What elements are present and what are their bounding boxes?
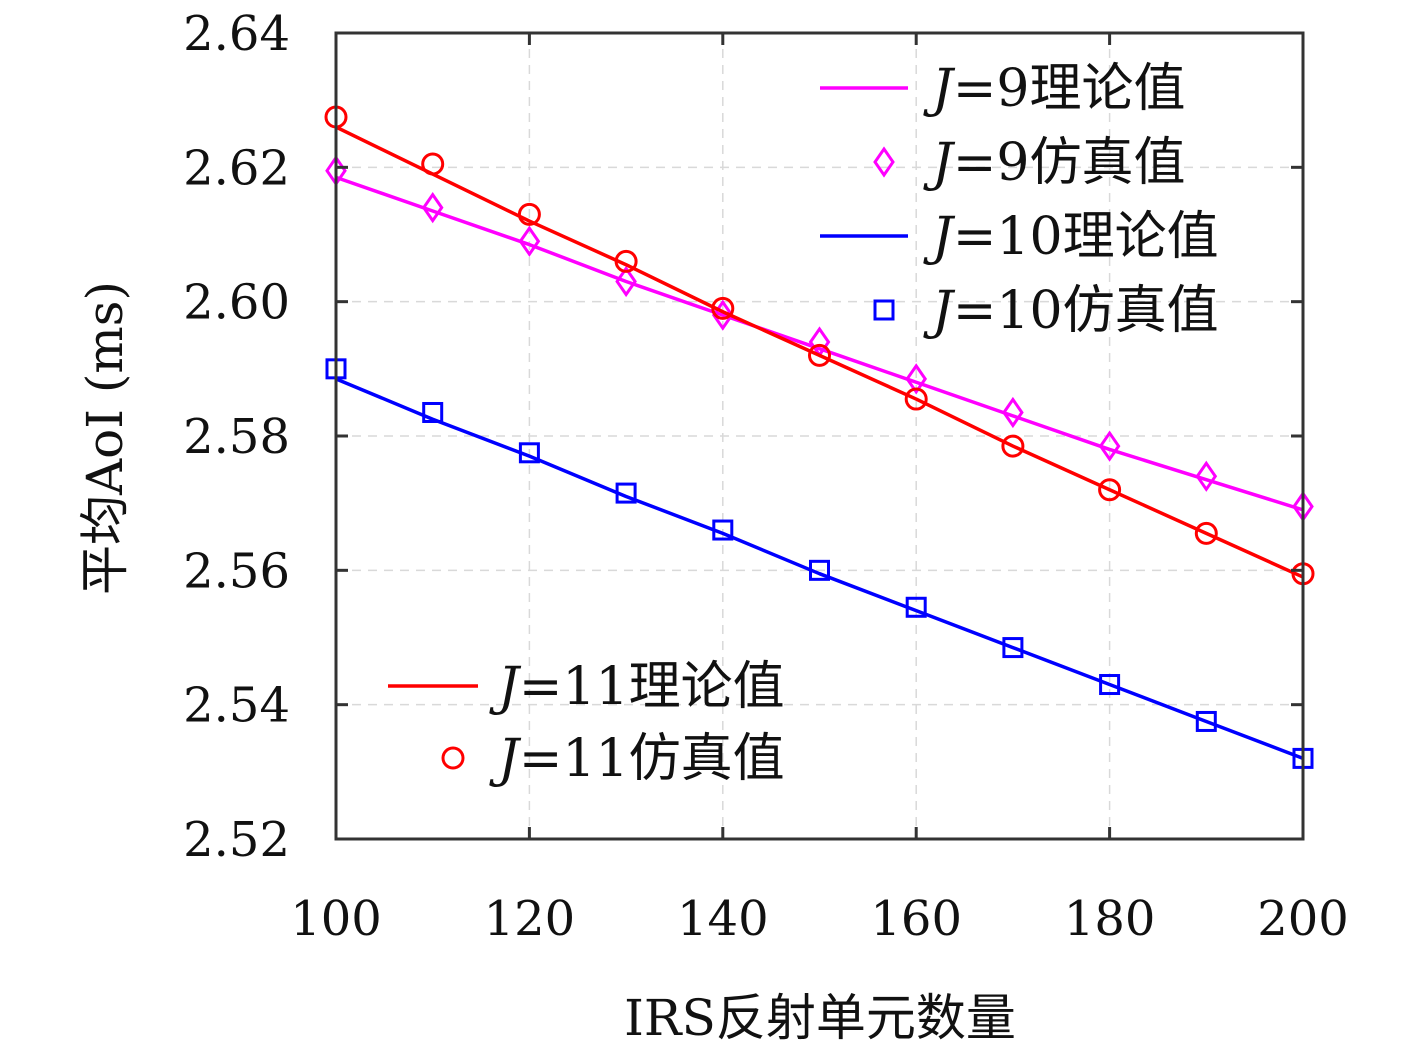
data-point-circle-5 — [808, 343, 831, 367]
data-point-diamond-1 — [1098, 430, 1121, 462]
legend-label: J=11理论值 — [489, 657, 785, 717]
legend-label: J=9理论值 — [923, 59, 1186, 119]
series-layer — [324, 105, 1315, 769]
data-point-square-3 — [1195, 710, 1217, 732]
data-point-diamond-1 — [1195, 460, 1218, 492]
data-point-square-3 — [712, 519, 734, 541]
data-point-diamond-1 — [518, 225, 541, 257]
y-tick-label: 2.54 — [183, 678, 290, 734]
y-tick-label: 2.52 — [183, 812, 290, 868]
y-tick-label: 2.64 — [183, 6, 290, 62]
legend-label: J=10理论值 — [923, 207, 1219, 267]
x-tick-label: 140 — [677, 891, 769, 947]
data-point-square-3 — [809, 559, 830, 581]
y-tick-label: 2.56 — [183, 543, 290, 599]
data-point-diamond-1 — [905, 363, 928, 395]
legend-marker-sample — [873, 146, 895, 178]
data-point-square-3 — [1099, 674, 1121, 696]
data-point-circle-5 — [614, 249, 638, 273]
data-point-circle-5 — [1194, 521, 1218, 545]
data-point-circle-5 — [517, 202, 541, 226]
legend-bottom-left: J=11理论值 J=11仿真值 — [388, 657, 785, 789]
data-point-square-3 — [1002, 637, 1024, 659]
data-point-diamond-1 — [615, 265, 637, 298]
data-point-circle-5 — [904, 387, 928, 411]
y-tick-label: 2.62 — [183, 140, 290, 196]
data-point-circle-5 — [421, 152, 445, 176]
data-point-diamond-1 — [421, 191, 444, 224]
data-point-square-3 — [615, 482, 637, 504]
x-tick-label: 200 — [1257, 891, 1349, 947]
data-point-square-3 — [905, 596, 927, 618]
legend-label: J=11仿真值 — [489, 729, 785, 789]
data-point-diamond-1 — [1002, 396, 1024, 429]
data-point-circle-5 — [1098, 478, 1122, 502]
x-tick-label: 160 — [870, 891, 962, 947]
x-axis-label: IRS反射单元数量 — [624, 989, 1016, 1047]
data-point-circle-5 — [1001, 434, 1025, 458]
data-point-circle-5 — [711, 296, 735, 320]
legend-top-right: J=9理论值 J=9仿真值 J=10理论值 J=10仿真值 — [820, 59, 1219, 341]
x-tick-label: 100 — [290, 891, 382, 947]
series-line-2 — [335, 377, 1304, 761]
legend-layer: J=9理论值 J=9仿真值 J=10理论值 J=10仿真值 J=11理论值 J=11仿真值 — [388, 59, 1219, 789]
series-line-4 — [335, 125, 1304, 579]
legend-label: J=9仿真值 — [923, 133, 1186, 193]
series-line-0 — [335, 175, 1304, 512]
y-axis-label: 平均AoI (ms) — [76, 281, 134, 595]
x-tick-label: 180 — [1064, 891, 1156, 947]
legend-marker-sample — [441, 746, 465, 770]
data-point-square-3 — [422, 401, 444, 423]
legend-marker-sample — [873, 299, 895, 321]
data-point-square-3 — [518, 442, 540, 464]
axes-layer: 100 120 140 160 180 200 2.52 2.54 2.56 2.58 2.60 2.… — [183, 6, 1349, 947]
y-tick-label: 2.58 — [183, 409, 290, 465]
y-tick-label: 2.60 — [183, 275, 290, 331]
x-tick-label: 120 — [484, 891, 576, 947]
legend-label: J=10仿真值 — [923, 281, 1219, 341]
